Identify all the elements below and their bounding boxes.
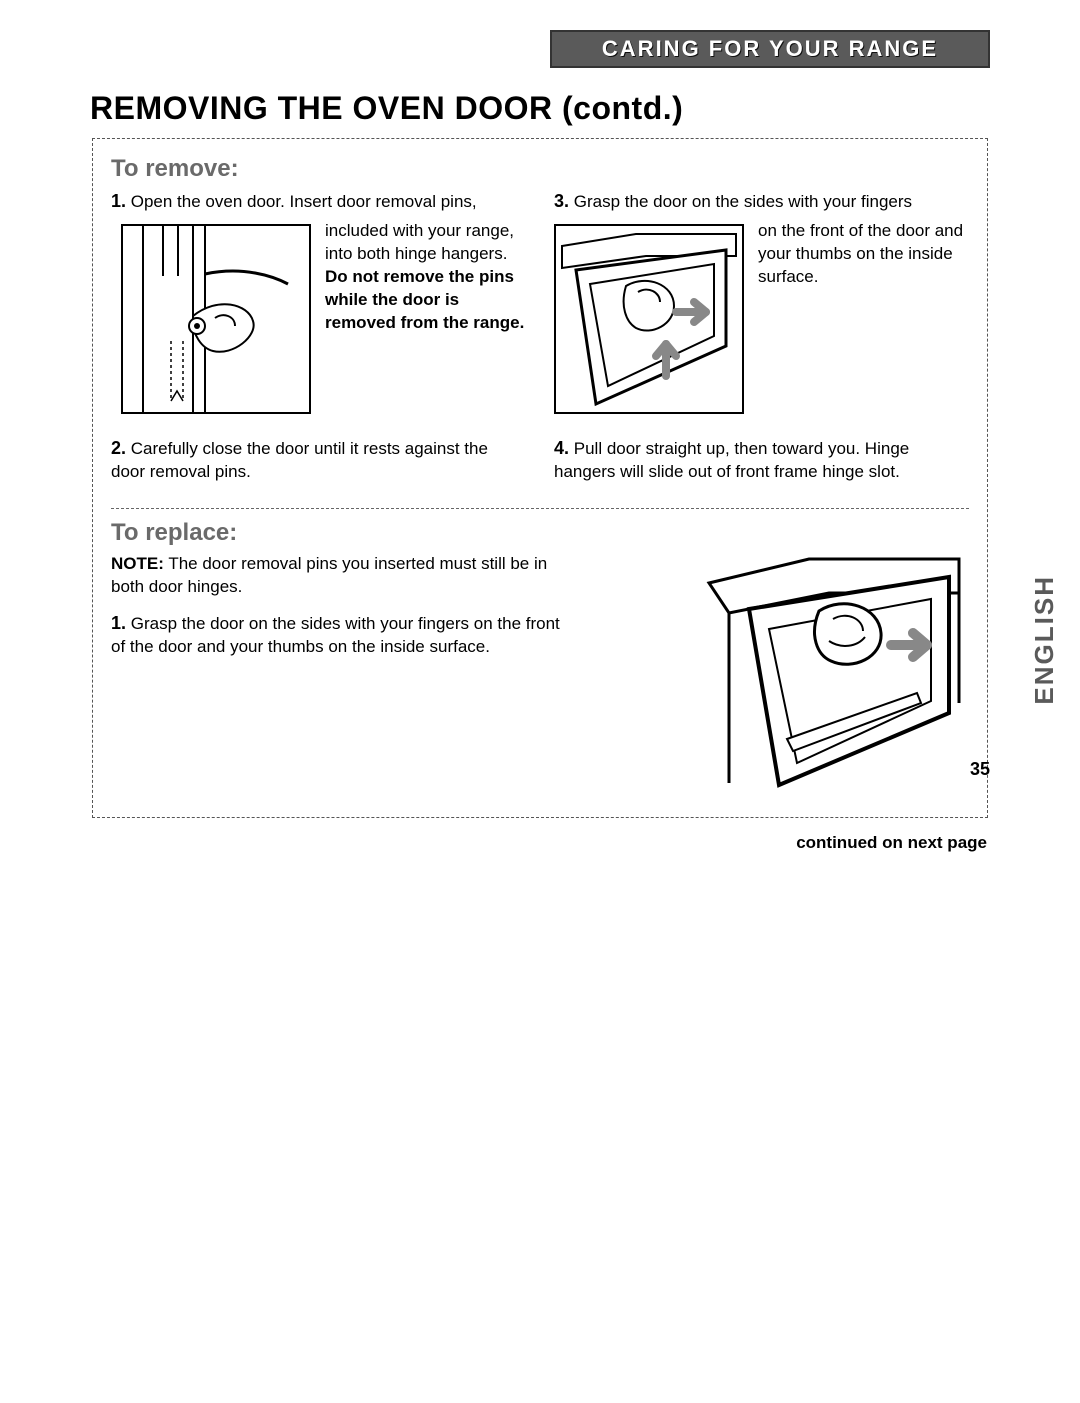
chapter-header-text: CARING FOR YOUR RANGE [602,36,938,62]
step-3-lead: 3. Grasp the door on the sides with your… [554,189,969,214]
remove-row-1: 1. Open the oven door. Insert door remov… [111,189,969,490]
figure-step1 [121,224,311,414]
language-side-tab: ENGLISH [1029,575,1060,705]
step-1-bold: Do not remove the pins while the door is… [325,267,524,332]
step-2-number: 2. [111,438,126,458]
step-1-number: 1. [111,191,126,211]
replace-note: NOTE: The door removal pins you inserted… [111,553,574,599]
figure-step3-svg [556,226,742,412]
figure-step3 [554,224,744,414]
section-divider [111,508,969,509]
replace-step-1-number: 1. [111,613,126,633]
remove-col-right: 3. Grasp the door on the sides with your… [554,189,969,490]
subheading-remove: To remove: [111,155,969,183]
step-1-lead: 1. Open the oven door. Insert door remov… [111,189,526,214]
step-3-number: 3. [554,191,569,211]
step-1-rest-text: included with your range, into both hing… [325,221,514,263]
chapter-header-bar: CARING FOR YOUR RANGE [550,30,990,68]
replace-row: NOTE: The door removal pins you inserted… [111,553,969,793]
page-number: 35 [970,759,990,780]
step-4: 4. Pull door straight up, then toward yo… [554,436,969,484]
step-3-lead-text: Grasp the door on the sides with your fi… [574,192,912,211]
step-2: 2. Carefully close the door until it res… [111,436,526,484]
page-title: REMOVING THE OVEN DOOR (contd.) [90,90,683,127]
replace-note-label: NOTE: [111,554,164,573]
replace-step-1: 1. Grasp the door on the sides with your… [111,611,574,659]
step-4-number: 4. [554,438,569,458]
subheading-replace: To replace: [111,519,969,547]
step-1-lead-text: Open the oven door. Insert door removal … [131,192,477,211]
replace-col-left: NOTE: The door removal pins you inserted… [111,553,574,665]
step-3-rest-text: on the front of the door and your thumbs… [758,221,963,286]
replace-col-right [602,553,969,793]
continued-label: continued on next page [796,833,987,853]
figure-replace [669,553,969,793]
figure-step1-svg [123,226,309,412]
replace-note-text: The door removal pins you inserted must … [111,554,547,596]
replace-step-1-text: Grasp the door on the sides with your fi… [111,614,560,656]
remove-col-left: 1. Open the oven door. Insert door remov… [111,189,526,490]
step-4-text: Pull door straight up, then toward you. … [554,439,909,481]
figure-replace-svg [669,553,969,793]
content-box: To remove: 1. Open the oven door. Insert… [92,138,988,818]
step-2-text: Carefully close the door until it rests … [111,439,488,481]
